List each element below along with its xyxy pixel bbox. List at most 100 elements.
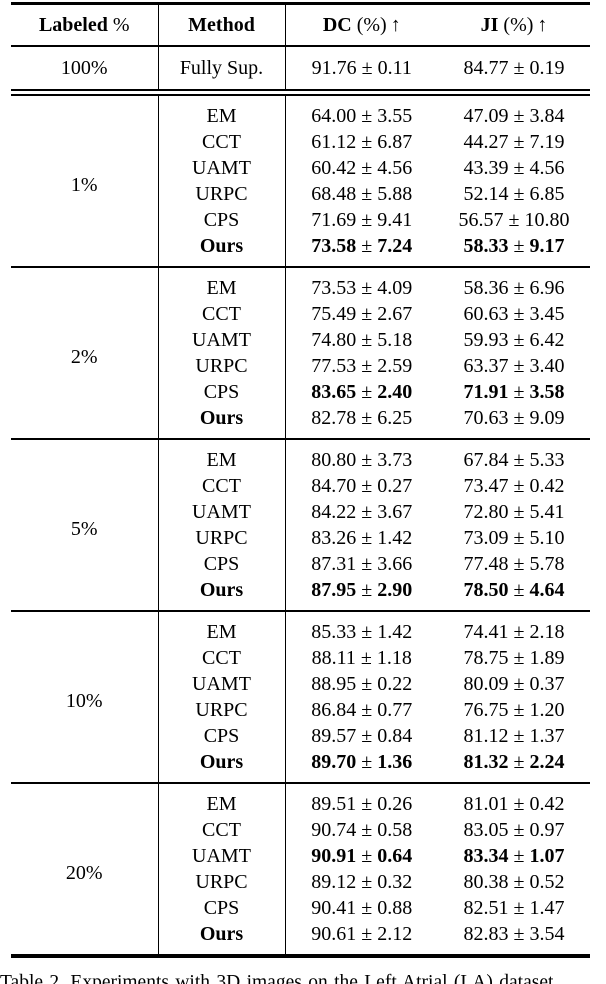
ji-value-cell: 52.14 ±6.85 (438, 181, 590, 207)
plus-minus-sign: ± (513, 105, 525, 127)
ji-mean: 73.47 (463, 475, 509, 497)
table-row: URPC 86.84 ±0.77 76.75 ±1.20 (11, 697, 590, 723)
dc-mean: 89.12 (311, 871, 357, 893)
plus-minus-sign: ± (361, 725, 373, 747)
method-cell: URPC (157, 869, 285, 895)
dc-std: 3.67 (377, 501, 413, 523)
up-arrow-icon: ↑ (390, 14, 401, 36)
labeled-percent-cell: 20% (65, 861, 103, 884)
dc-mean: 75.49 (311, 303, 357, 325)
method-cell: UAMT (157, 843, 285, 869)
dc-value-cell: 90.41 ±0.88 (284, 895, 438, 921)
table-row: CPS 87.31 ±3.66 77.48 ±5.78 (11, 551, 590, 577)
plus-minus-sign: ± (361, 621, 373, 643)
dc-value-cell: 74.80 ±5.18 (284, 327, 438, 353)
ji-std: 0.19 (529, 57, 565, 79)
ji-std: 1.07 (529, 845, 565, 867)
plus-minus-sign: ± (361, 673, 373, 695)
plus-minus-sign: ± (361, 57, 373, 79)
ji-std: 0.37 (529, 673, 565, 695)
ji-value-cell: 82.51 ±1.47 (438, 895, 590, 921)
table-row: URPC 83.26 ±1.42 73.09 ±5.10 (11, 525, 590, 551)
table-row: 100% Fully Sup. 91.76 ±0.11 84.77 ±0.19 (11, 46, 590, 93)
dc-mean: 87.31 (311, 553, 357, 575)
method-cell: CPS (157, 895, 285, 921)
plus-minus-sign: ± (361, 235, 373, 257)
ji-mean: 43.39 (463, 157, 509, 179)
labeled-percent-cell: 5% (70, 517, 98, 540)
header-labeled-label: Labeled (38, 14, 108, 36)
ji-mean: 52.14 (463, 183, 509, 205)
header-dc: DC (%) ↑ (284, 3, 438, 46)
ji-value-cell: 72.80 ±5.41 (438, 499, 590, 525)
method-cell: Ours (157, 405, 285, 439)
dc-value-cell: 87.95 ±2.90 (284, 577, 438, 611)
table-row: 1% EM 64.00 ±3.55 47.09 ±3.84 (11, 92, 590, 196)
method-cell: Ours (157, 577, 285, 611)
table-row: UAMT 90.91 ±0.64 83.34 ±1.07 (11, 843, 590, 869)
method-cell: UAMT (157, 499, 285, 525)
dc-mean: 61.12 (311, 131, 357, 153)
dc-std: 0.22 (377, 673, 413, 695)
ji-mean: 78.50 (463, 579, 509, 601)
plus-minus-sign: ± (513, 355, 525, 377)
ji-mean: 63.37 (463, 355, 509, 377)
block-10-percent: 10% EM 85.33 ±1.42 74.41 ±2.18 CCT 88.11 ±1… (11, 611, 590, 783)
ji-std: 5.41 (529, 501, 565, 523)
ji-value-cell: 59.93 ±6.42 (438, 327, 590, 353)
plus-minus-sign: ± (361, 407, 373, 429)
dc-value-cell: 75.49 ±2.67 (284, 301, 438, 327)
plus-minus-sign: ± (361, 871, 373, 893)
header-method-label: Method (188, 14, 255, 36)
plus-minus-sign: ± (361, 819, 373, 841)
dc-std: 2.59 (377, 355, 413, 377)
ji-std: 1.89 (529, 647, 565, 669)
results-table: Labeled% Method DC (%) ↑ JI (%) ↑ 100% Fully… (11, 2, 590, 958)
method-cell: CPS (157, 207, 285, 233)
dc-mean: 73.58 (311, 235, 357, 257)
ji-value-cell: 63.37 ±3.40 (438, 353, 590, 379)
ji-value-cell: 67.84 ±5.33 (438, 439, 590, 473)
table-row: CCT 90.74 ±0.58 83.05 ±0.97 (11, 817, 590, 843)
plus-minus-sign: ± (513, 579, 525, 601)
plus-minus-sign: ± (361, 209, 373, 231)
ji-mean: 76.75 (463, 699, 509, 721)
method-cell: CCT (157, 301, 285, 327)
ji-std: 3.40 (529, 355, 565, 377)
plus-minus-sign: ± (361, 699, 373, 721)
ji-value-cell: 44.27 ±7.19 (438, 129, 590, 155)
ji-mean: 67.84 (463, 449, 509, 471)
ji-std: 5.78 (529, 553, 565, 575)
table-row: UAMT 74.80 ±5.18 59.93 ±6.42 (11, 327, 590, 353)
plus-minus-sign: ± (513, 303, 525, 325)
method-cell: Ours (157, 749, 285, 783)
plus-minus-sign: ± (361, 897, 373, 919)
ji-std: 1.37 (529, 725, 565, 747)
dc-mean: 90.41 (311, 897, 357, 919)
dc-mean: 60.42 (311, 157, 357, 179)
table-row: CPS 90.41 ±0.88 82.51 ±1.47 (11, 895, 590, 921)
dc-value-cell: 90.91 ±0.64 (284, 843, 438, 869)
table-row: CCT 84.70 ±0.27 73.47 ±0.42 (11, 473, 590, 499)
ji-value-cell: 80.38 ±0.52 (438, 869, 590, 895)
plus-minus-sign: ± (513, 793, 525, 815)
dc-std: 4.09 (377, 277, 413, 299)
ji-std: 6.85 (529, 183, 565, 205)
ji-std: 7.19 (529, 131, 565, 153)
table-row: 10% EM 85.33 ±1.42 74.41 ±2.18 (11, 611, 590, 712)
ji-mean: 81.01 (463, 793, 509, 815)
plus-minus-sign: ± (513, 819, 525, 841)
plus-minus-sign: ± (361, 845, 373, 867)
plus-minus-sign: ± (361, 923, 373, 945)
plus-minus-sign: ± (361, 501, 373, 523)
dc-std: 5.18 (377, 329, 413, 351)
ji-value-cell: 70.63 ±9.09 (438, 405, 590, 439)
ji-value-cell: 60.63 ±3.45 (438, 301, 590, 327)
ji-std: 0.97 (529, 819, 565, 841)
dc-mean: 89.57 (311, 725, 357, 747)
ji-std: 0.42 (529, 793, 565, 815)
dc-mean: 87.95 (311, 579, 357, 601)
header-labeled-suffix: % (112, 14, 130, 36)
plus-minus-sign: ± (513, 553, 525, 575)
ji-std: 3.84 (529, 105, 565, 127)
